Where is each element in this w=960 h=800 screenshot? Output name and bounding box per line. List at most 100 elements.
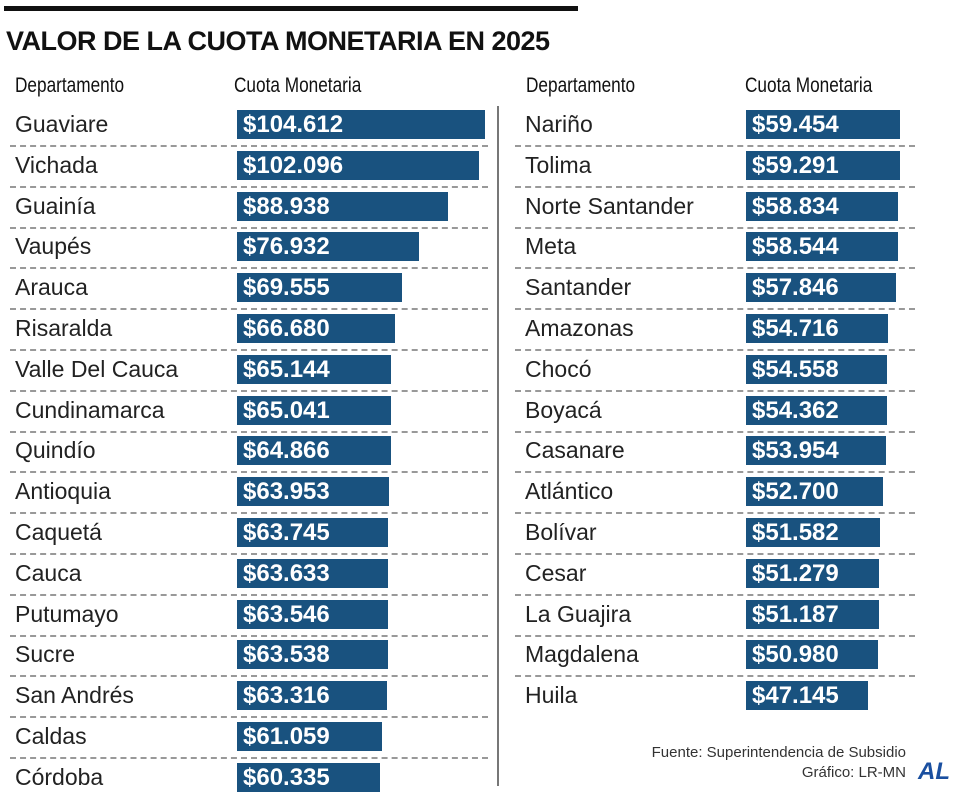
category-label: Amazonas <box>525 315 634 341</box>
bar <box>237 599 388 629</box>
value-label: $51.187 <box>752 600 839 628</box>
value-label: $64.866 <box>243 437 330 465</box>
row-separator <box>515 349 915 351</box>
row-separator <box>515 512 915 515</box>
category-label: Chocó <box>525 355 592 382</box>
bar <box>237 640 388 670</box>
row-separator <box>10 716 488 719</box>
bar <box>746 314 888 343</box>
bar <box>746 395 887 425</box>
value-label: $51.582 <box>752 519 839 546</box>
category-label: Meta <box>525 233 577 260</box>
row-separator <box>515 634 915 637</box>
category-label: San Andrés <box>15 682 134 709</box>
category-label: Valle Del Cauca <box>15 355 179 382</box>
row-separator <box>515 593 915 596</box>
value-label: $58.544 <box>752 233 839 261</box>
category-label: Bolívar <box>525 519 597 545</box>
value-label: $63.633 <box>243 559 330 587</box>
value-label: $65.144 <box>243 355 330 383</box>
category-label: Córdoba <box>15 763 104 790</box>
value-label: $63.538 <box>243 641 330 669</box>
row-separator <box>515 267 915 270</box>
row-separator <box>10 471 488 474</box>
value-label: $47.145 <box>752 682 839 710</box>
bar <box>237 273 402 303</box>
row-separator <box>515 226 915 229</box>
category-label: Quindío <box>15 437 96 464</box>
value-label: $63.953 <box>243 478 330 506</box>
row-separator <box>10 226 488 229</box>
category-label: Risaralda <box>15 315 113 341</box>
value-label: $50.980 <box>752 641 839 669</box>
source-note: Fuente: Superintendencia de Subsidio <box>651 744 906 761</box>
bar <box>237 191 448 221</box>
value-label: $66.680 <box>243 315 330 342</box>
value-label: $53.954 <box>752 437 839 465</box>
header-cuota-right: Cuota Monetaria <box>745 74 873 97</box>
bar <box>237 110 485 139</box>
bar <box>237 477 389 507</box>
header-departamento-right: Departamento <box>526 74 636 97</box>
bar <box>237 232 420 262</box>
category-label: Cesar <box>525 559 587 586</box>
category-label: La Guajira <box>525 600 632 627</box>
value-label: $54.558 <box>752 355 839 383</box>
row-separator <box>10 512 488 515</box>
category-label: Magdalena <box>525 641 639 668</box>
bar <box>237 354 392 384</box>
category-label: Caquetá <box>15 519 102 545</box>
category-label: Boyacá <box>525 396 602 423</box>
value-label: $63.546 <box>243 600 330 628</box>
row-separator <box>10 308 488 311</box>
bar <box>746 436 886 466</box>
header-cuota-left: Cuota Monetaria <box>234 74 362 97</box>
value-label: $51.279 <box>752 559 839 587</box>
bar <box>746 558 879 588</box>
value-label: $52.700 <box>752 478 839 506</box>
bar <box>746 477 883 507</box>
value-label: $59.454 <box>752 111 839 138</box>
bar <box>746 191 899 221</box>
row-separator <box>515 308 915 311</box>
row-separator <box>10 553 488 555</box>
category-label: Cauca <box>15 559 82 586</box>
category-label: Atlántico <box>525 478 614 505</box>
bar <box>237 150 480 180</box>
value-label: $76.932 <box>243 233 330 261</box>
bar <box>746 110 900 139</box>
category-label: Sucre <box>15 641 76 668</box>
bar <box>746 518 880 547</box>
row-separator <box>10 349 488 351</box>
row-separator <box>10 145 488 147</box>
row-separator <box>10 593 488 596</box>
category-label: Nariño <box>525 111 593 137</box>
bar <box>746 640 879 670</box>
top-rule <box>4 6 578 11</box>
row-separator <box>515 430 915 433</box>
category-label: Vichada <box>15 151 98 178</box>
category-label: Vaupés <box>15 233 92 260</box>
header-departamento-left: Departamento <box>15 74 125 97</box>
value-label: $59.291 <box>752 151 839 179</box>
graphic-credit: Gráfico: LR-MN <box>801 764 906 781</box>
value-label: $54.362 <box>752 396 839 424</box>
row-separator <box>515 471 915 474</box>
value-label: $54.716 <box>752 315 839 342</box>
chart-title: VALOR DE LA CUOTA MONETARIA EN 2025 <box>6 26 550 56</box>
value-label: $60.335 <box>243 763 330 791</box>
row-separator <box>515 145 915 147</box>
row-separator <box>515 553 915 555</box>
category-label: Casanare <box>525 437 625 464</box>
value-label: $61.059 <box>243 723 330 750</box>
value-label: $63.316 <box>243 682 330 710</box>
category-label: Guaviare <box>15 111 109 137</box>
value-label: $69.555 <box>243 274 330 302</box>
bar <box>746 273 896 303</box>
bar <box>237 395 392 425</box>
category-label: Arauca <box>15 274 88 301</box>
row-separator <box>515 675 915 678</box>
bar <box>237 722 382 751</box>
bar <box>746 599 879 629</box>
